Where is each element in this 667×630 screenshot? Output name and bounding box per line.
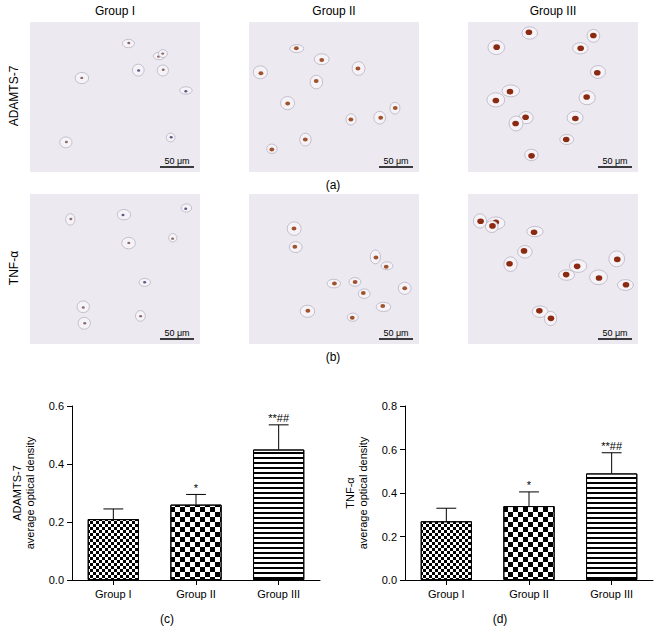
html-text:(b): (b) [325,350,341,364]
svg-text:0.2: 0.2 [49,516,64,528]
svg-text:50 μm: 50 μm [602,156,627,166]
svg-text:0.4: 0.4 [49,458,64,470]
html-text:Group I: Group I [95,4,135,18]
svg-text:**##: **## [601,440,623,452]
svg-text:*: * [194,482,199,494]
svg-text:50 μm: 50 μm [164,328,189,338]
svg-text:average optical density: average optical density [24,436,36,549]
svg-text:Group II: Group II [176,588,216,600]
html-text:Group III: Group III [529,4,577,18]
svg-text:0.0: 0.0 [382,574,397,586]
svg-text:Group I: Group I [95,588,132,600]
svg-text:ADAMTS-7: ADAMTS-7 [11,465,23,521]
svg-text:Group II: Group II [509,588,549,600]
svg-text:0.2: 0.2 [382,531,397,543]
html-text:Group II: Group II [312,4,356,18]
html-text:(d): (d) [492,612,508,626]
svg-text:Group III: Group III [257,588,300,600]
svg-text:Group I: Group I [428,588,465,600]
svg-text:0.4: 0.4 [382,487,397,499]
html-text:(c): (c) [160,612,174,626]
html-text:(a): (a) [325,178,341,192]
svg-text:0.0: 0.0 [49,574,64,586]
svg-text:50 μm: 50 μm [602,328,627,338]
html-text:TNF-α: TNF-α [7,250,21,286]
svg-text:50 μm: 50 μm [383,328,408,338]
svg-text:TNF-α: TNF-α [344,477,356,509]
html-text:ADAMTS-7: ADAMTS-7 [7,65,21,127]
svg-text:0.6: 0.6 [382,444,397,456]
svg-text:50 μm: 50 μm [383,156,408,166]
svg-text:50 μm: 50 μm [164,156,189,166]
svg-text:**##: **## [268,412,290,424]
svg-text:0.8: 0.8 [382,400,397,412]
svg-text:Group III: Group III [590,588,633,600]
svg-text:average optical density: average optical density [357,436,369,549]
svg-text:*: * [527,479,532,491]
svg-text:0.6: 0.6 [49,400,64,412]
